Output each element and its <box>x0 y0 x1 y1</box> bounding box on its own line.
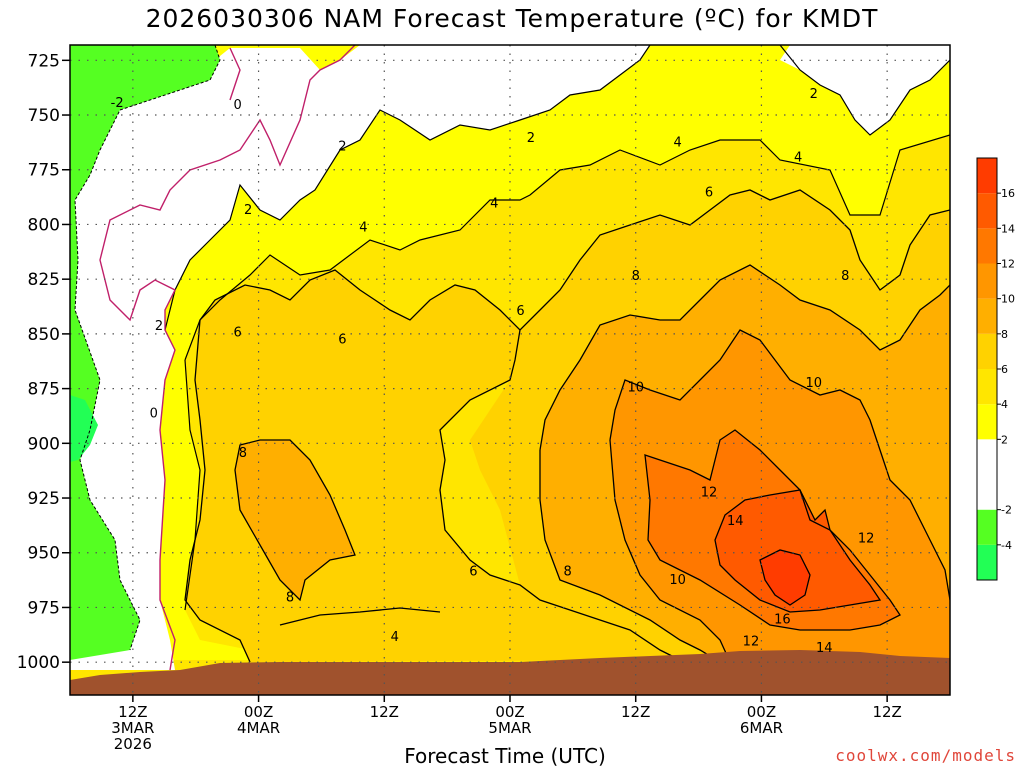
y-tick-label: 750 <box>28 106 60 126</box>
y-tick-label: 825 <box>28 270 60 290</box>
y-tick-label: 925 <box>28 489 60 509</box>
contour-label: 12 <box>701 485 718 500</box>
contour-lines-upper <box>164 45 950 611</box>
y-tick-label: 1000 <box>17 653 60 673</box>
zero-contour <box>99 45 356 671</box>
x-tick-label: 00Z <box>495 703 524 721</box>
axis-ticks: 725750775800825850875900925950975100012Z… <box>17 51 902 753</box>
x-tick-label: 6MAR <box>740 719 783 737</box>
contour-label: -2 <box>111 96 124 111</box>
contour-label: 6 <box>469 564 477 579</box>
contour-label: 4 <box>794 151 802 166</box>
colorbar-tick-label: 16 <box>1001 187 1015 200</box>
contour-label: 8 <box>841 269 849 284</box>
x-tick-label: 12Z <box>118 703 147 721</box>
band-8-10-left <box>235 440 355 600</box>
x-tick-label: 3MAR <box>111 719 154 737</box>
contour-label: 2 <box>527 131 535 146</box>
contour-label: 6 <box>705 186 713 201</box>
contour-label: 14 <box>816 641 833 656</box>
x-tick-label: 00Z <box>747 703 776 721</box>
contour-label: 8 <box>286 591 294 606</box>
colorbar-tick-label: 2 <box>1001 433 1008 446</box>
contour-label: 2 <box>244 203 252 218</box>
colorbar-swatch <box>977 193 997 229</box>
contour-label: 6 <box>233 326 241 341</box>
contour-label: 0 <box>233 98 241 113</box>
contour-label: 6 <box>516 304 524 319</box>
contour-label: 8 <box>239 446 247 461</box>
credit-link[interactable]: coolwx.com/models <box>835 746 1016 765</box>
y-tick-label: 775 <box>28 161 60 181</box>
y-tick-label: 950 <box>28 544 60 564</box>
band-neg2-neg4 <box>70 45 220 660</box>
contour-label: 2 <box>338 140 346 155</box>
x-tick-label: 2026 <box>114 735 152 753</box>
contour-label: 12 <box>743 634 760 649</box>
colorbar-swatch <box>977 228 997 264</box>
contour-labels: -2 0 0 2 2 2 2 2 4 4 4 4 4 6 6 6 6 6 8 8 8 8 8 10 10 10 12 12 12 14 14… <box>111 87 875 656</box>
x-axis-label: Forecast Time (UTC) <box>404 744 606 768</box>
x-tick-label: 12Z <box>370 703 399 721</box>
colorbar-tick-label: 4 <box>1001 398 1008 411</box>
contour-label: 10 <box>806 376 823 391</box>
x-tick-label: 5MAR <box>488 719 531 737</box>
colorbar-swatch <box>977 544 997 580</box>
contour-label: 8 <box>563 564 571 579</box>
y-tick-label: 725 <box>28 51 60 71</box>
chart-title: 2026030306 NAM Forecast Temperature (ºC)… <box>145 4 879 33</box>
colorbar-tick-label: -2 <box>1001 504 1012 517</box>
colorbar-swatch <box>977 298 997 334</box>
contour-label: 2 <box>810 87 818 102</box>
contour-label: 16 <box>774 612 791 627</box>
colorbar-swatch <box>977 333 997 369</box>
x-tick-label: 4MAR <box>237 719 280 737</box>
contour-label: 12 <box>858 531 875 546</box>
contour-label: 10 <box>669 573 686 588</box>
contour-label: 8 <box>632 269 640 284</box>
x-tick-label: 00Z <box>244 703 273 721</box>
colorbar-swatch <box>977 158 997 194</box>
contour-label: 2 <box>155 319 163 334</box>
colorbar-tick-label: 6 <box>1001 363 1008 376</box>
contour-label: 4 <box>391 630 399 645</box>
contour-label: 10 <box>627 380 644 395</box>
band-neg4-neg6 <box>70 395 98 462</box>
temperature-field <box>70 45 950 695</box>
band-14-16 <box>715 490 880 612</box>
contour-label: 4 <box>359 221 367 236</box>
colorbar-tick-label: 10 <box>1001 293 1015 306</box>
colorbar-tick-label: 12 <box>1001 258 1015 271</box>
band-white-right <box>780 45 950 135</box>
contour-lines <box>184 189 950 663</box>
x-tick-label: 12Z <box>872 703 901 721</box>
y-tick-label: 800 <box>28 215 60 235</box>
contour-label: 4 <box>490 197 498 212</box>
colorbar-swatch <box>977 263 997 299</box>
y-tick-label: 875 <box>28 380 60 400</box>
y-tick-label: 900 <box>28 434 60 454</box>
colorbar-swatch <box>977 369 997 405</box>
contour-label: 14 <box>727 514 744 529</box>
contour-label: 4 <box>673 135 681 150</box>
band-white <box>70 45 650 670</box>
y-tick-label: 850 <box>28 325 60 345</box>
x-tick-label: 12Z <box>621 703 650 721</box>
colorbar: -4 -2 2 4 6 8 10 12 14 16 <box>976 157 1015 581</box>
colorbar-tick-label: 14 <box>1001 222 1015 235</box>
contour-label: 6 <box>338 332 346 347</box>
colorbar-tick-label: 8 <box>1001 328 1008 341</box>
colorbar-swatch <box>977 404 997 440</box>
colorbar-swatch <box>977 509 997 545</box>
colorbar-tick-label: -4 <box>1001 539 1012 552</box>
colorbar-swatch <box>977 439 997 510</box>
contour-label: 0 <box>150 407 158 422</box>
y-tick-label: 975 <box>28 598 60 618</box>
ground-surface <box>70 650 950 695</box>
